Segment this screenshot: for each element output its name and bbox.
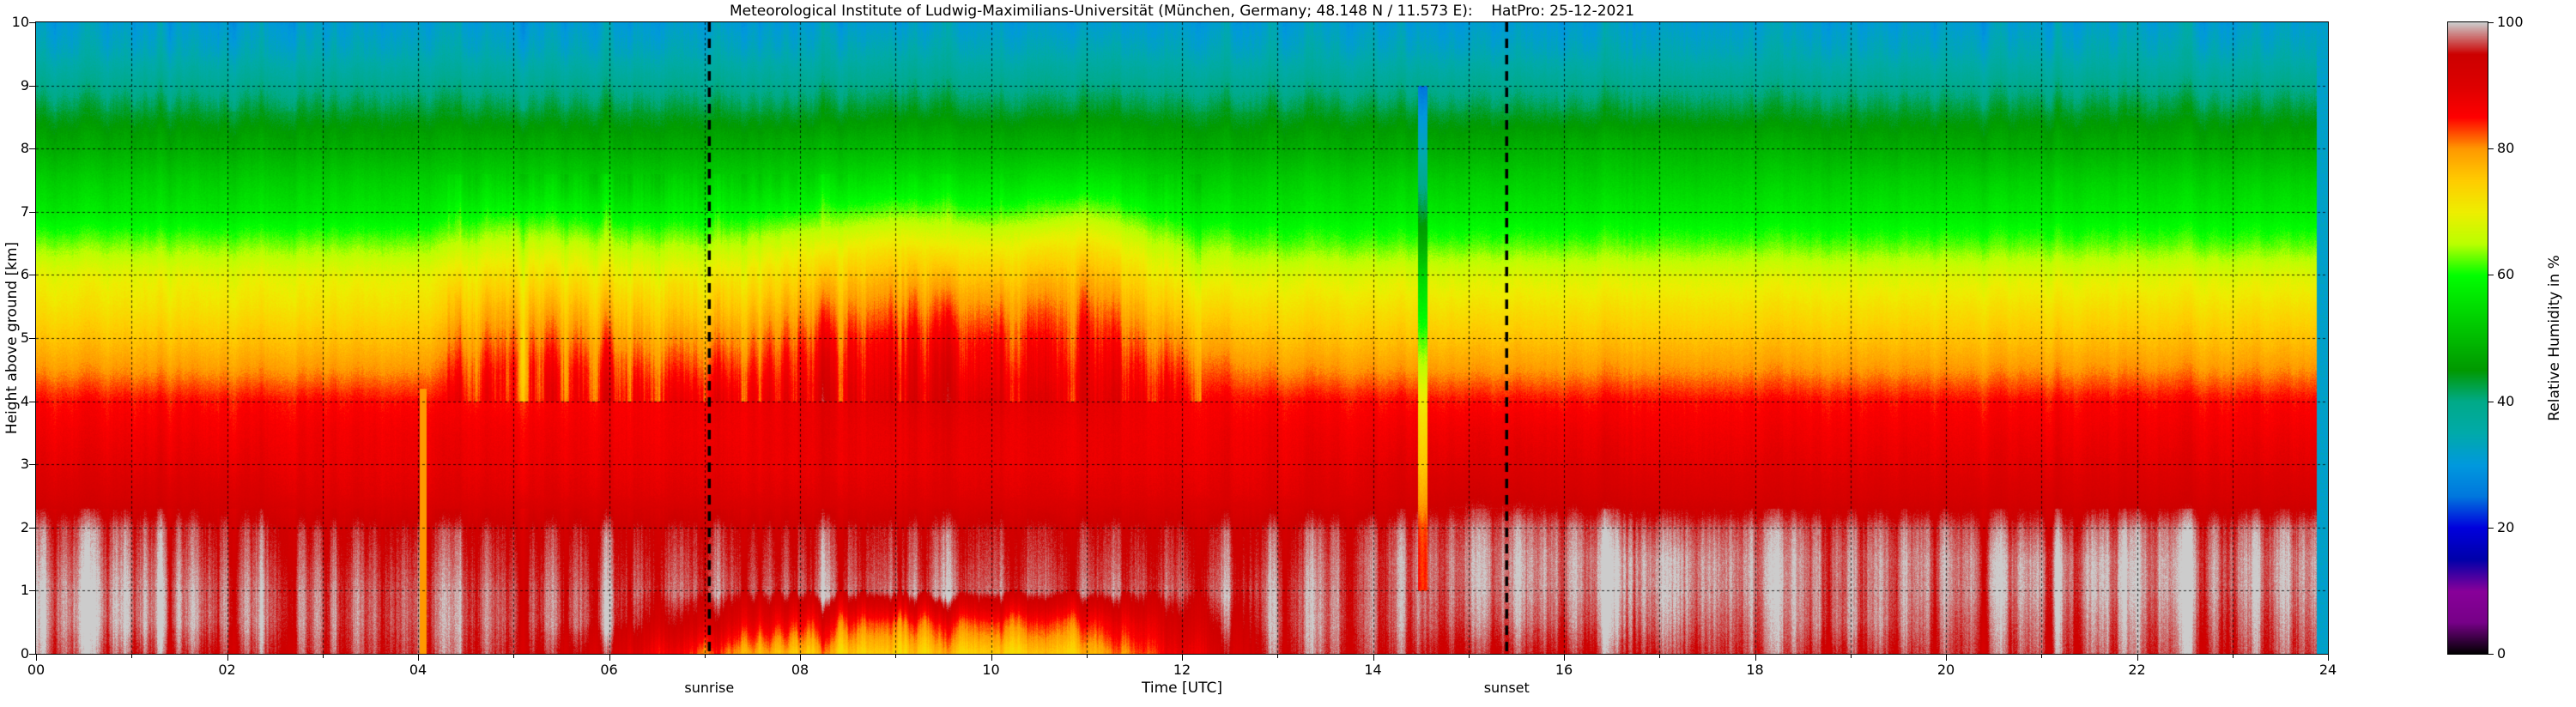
x-minor-tick-mark [1468,655,1470,658]
x-minor-tick-mark [704,655,706,658]
x-minor-tick-mark [513,655,515,658]
x-tick-mark [2137,655,2138,661]
colorbar-tick-mark [2488,22,2494,23]
colorbar-tick-label: 0 [2497,645,2506,662]
y-tick-mark [29,211,35,213]
y-tick-mark [29,590,35,592]
y-tick-label: 6 [20,266,29,283]
y-tick-label: 8 [20,140,29,157]
x-minor-tick-mark [1277,655,1279,658]
x-tick-mark [800,655,801,661]
x-tick-mark [609,655,610,661]
y-tick-label: 10 [11,14,29,30]
x-tick-label: 20 [1937,662,1955,678]
x-tick-mark [1373,655,1374,661]
y-tick-label: 7 [20,202,29,220]
y-tick-mark [29,464,35,466]
x-tick-mark [227,655,228,661]
x-tick-mark [1755,655,1756,661]
x-tick-mark [418,655,419,661]
y-tick-mark [29,22,35,23]
x-tick-mark [1182,655,1183,661]
x-tick-label: 10 [982,662,1000,678]
plot-area [35,21,2329,655]
x-minor-tick-mark [2232,655,2234,658]
x-tick-mark [2328,655,2329,661]
y-tick-label: 0 [20,645,29,662]
colorbar-label: Relative Humidity in % [2546,255,2563,421]
x-minor-tick-mark [131,655,133,658]
x-tick-mark [1946,655,1947,661]
y-tick-label: 5 [20,329,29,346]
x-tick-mark [991,655,992,661]
y-tick-label: 3 [20,456,29,473]
y-tick-mark [29,85,35,87]
x-tick-label: 22 [2128,662,2146,678]
x-tick-label: 24 [2318,662,2337,678]
colorbar-tick-label: 60 [2497,266,2515,283]
y-tick-label: 4 [20,392,29,409]
x-tick-label: 00 [27,662,45,678]
y-tick-label: 2 [20,518,29,535]
x-tick-label: 18 [1746,662,1764,678]
colorbar-tick-mark [2488,654,2494,655]
colorbar-tick-label: 100 [2497,14,2524,30]
y-tick-mark [29,148,35,150]
colorbar-tick-label: 40 [2497,392,2515,409]
y-tick-mark [29,338,35,339]
sunset-annotation: sunset [1483,680,1530,696]
x-tick-label: 06 [600,662,618,678]
x-tick-label: 16 [1555,662,1573,678]
heatmap-canvas [36,22,2328,654]
y-tick-label: 9 [20,76,29,94]
x-tick-label: 08 [791,662,809,678]
x-tick-mark [36,655,37,661]
colorbar-tick-mark [2488,148,2494,150]
x-minor-tick-mark [1086,655,1088,658]
sunrise-annotation: sunrise [684,680,735,696]
y-tick-label: 1 [20,582,29,599]
colorbar-canvas [2448,22,2488,654]
x-tick-mark [1564,655,1565,661]
x-tick-label: 12 [1173,662,1191,678]
x-minor-tick-mark [322,655,324,658]
y-tick-mark [29,654,35,655]
x-tick-label: 14 [1364,662,1382,678]
x-minor-tick-mark [1850,655,1852,658]
x-minor-tick-mark [1659,655,1661,658]
chart-title: Meteorological Institute of Ludwig-Maxim… [729,3,1635,20]
x-minor-tick-mark [895,655,897,658]
colorbar-tick-mark [2488,527,2494,529]
x-tick-label: 02 [218,662,236,678]
x-axis-label: Time [UTC] [1142,680,1222,697]
colorbar [2447,21,2488,655]
colorbar-tick-label: 80 [2497,140,2515,157]
x-minor-tick-mark [2041,655,2043,658]
colorbar-tick-label: 20 [2497,518,2515,535]
y-tick-mark [29,527,35,529]
x-tick-label: 04 [409,662,427,678]
